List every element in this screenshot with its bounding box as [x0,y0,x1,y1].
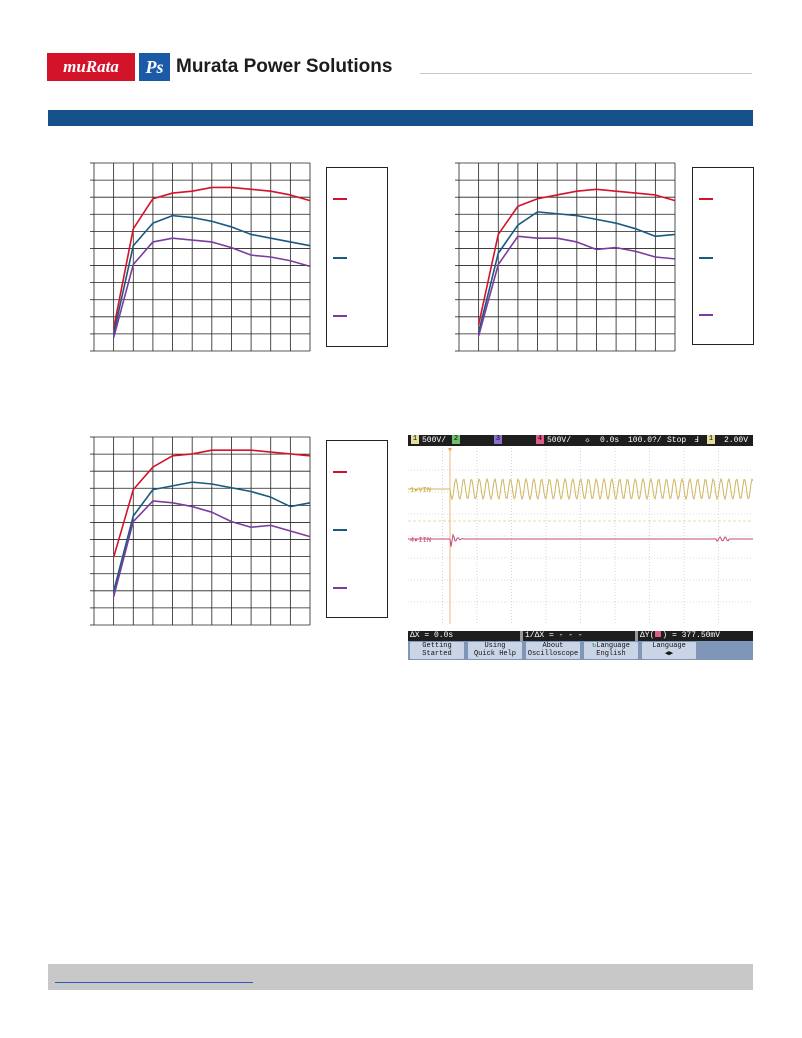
series-line-2 [477,235,676,337]
ch4-scale: 500V/ [547,436,572,445]
softkey-line2: Started [422,650,452,658]
title-band [48,110,753,126]
legend-top-right [692,167,754,345]
softkey-line2: English [596,650,626,658]
scope-softkeys: Getting Started Using Quick Help About O… [408,641,753,660]
trace-label-iin: 4▸IIN [410,537,431,545]
softkey-line1: Getting [422,642,452,650]
delta-y: ΔY( ) = 377.50mV [638,631,753,641]
delta-y-prefix: ΔY( [640,631,655,640]
scope-measure-bar: ΔX = 0.0s 1/ΔX = - - - ΔY( ) = 377.50mV [408,631,753,641]
cycle-icon: ↻ [592,642,597,650]
delta-x: ΔX = 0.0s [408,631,520,641]
trace-iin [408,533,753,547]
trigger-position-marker [448,448,452,452]
legend-blue-mark [333,529,347,531]
ch2-indicator: 2 [452,435,460,444]
series-line-2 [112,500,311,598]
delay-value: 0.0s [600,436,620,445]
softkey-line2: Oscilloscope [527,650,579,658]
company-name: Murata Power Solutions [176,56,393,77]
scope-screen: 1▸VIN 4▸IIN [408,448,753,624]
legend-red-mark [333,198,347,200]
chart-top-left [90,162,311,352]
softkey-language-label: Language [596,642,630,650]
trigger-channel: 1 [707,435,715,444]
delay-icon: ☼ [585,436,590,445]
series-line-1 [477,211,676,333]
trigger-level: 2.00V [724,436,749,445]
softkey-getting-started[interactable]: Getting Started [410,642,464,659]
header-rule [420,73,752,74]
timebase-value: 100.0?/ [628,436,662,445]
series-line-0 [112,449,311,558]
run-state: Stop [667,436,687,445]
legend-blue-mark [699,257,713,259]
page-header: muRata Ps Murata Power Solutions [0,0,802,100]
softkey-line1: Language [652,642,686,650]
footer-link-underline[interactable] [55,982,253,983]
legend-red-mark [333,471,347,473]
inverse-delta-x: 1/ΔX = - - - [523,631,635,641]
legend-top-left [326,167,388,347]
softkey-line1: About [542,642,564,650]
softkey-about[interactable]: About Oscilloscope [526,642,580,659]
softkey-language-menu[interactable]: Language ◀▶ [642,642,696,659]
scope-status-bar: 1 500V/ 2 3 4 500V/ ☼ 0.0s 100.0?/ Stop … [408,435,753,446]
trigger-slope-icon: Ⅎ [694,436,699,445]
legend-purple-mark [333,315,347,317]
delta-y-value: ) = 377.50mV [662,631,721,640]
footer-band [48,964,753,990]
chart-bottom-left [90,436,311,626]
series-line-1 [112,214,311,335]
ch1-indicator: 1 [411,435,419,444]
series-line-2 [112,237,311,339]
softkey-language-select[interactable]: ↻Language English [584,642,638,659]
legend-red-mark [699,198,713,200]
oscilloscope-capture: 1 500V/ 2 3 4 500V/ ☼ 0.0s 100.0?/ Stop … [408,435,753,660]
trace-label-vin: 1▸VIN [410,487,431,495]
ch4-indicator: 4 [536,435,544,444]
legend-purple-mark [333,587,347,589]
legend-bottom-left [326,440,388,618]
softkey-arrows-icon: ◀▶ [664,650,674,658]
ch3-indicator: 3 [494,435,502,444]
softkey-line1: ↻Language [584,642,638,650]
ps-logo: Ps [139,53,170,81]
chart-top-right [455,162,676,352]
softkey-quick-help[interactable]: Using Quick Help [468,642,522,659]
series-line-1 [112,481,311,592]
ch1-scale: 500V/ [422,436,447,445]
legend-blue-mark [333,257,347,259]
delta-y-channel-mark [655,631,662,637]
softkey-line2: Quick Help [473,650,516,658]
series-line-0 [477,188,676,325]
murata-logo: muRata [47,53,135,81]
legend-purple-mark [699,314,713,316]
softkey-line1: Using [484,642,506,650]
series-line-0 [112,186,311,329]
trace-vin [408,477,753,501]
